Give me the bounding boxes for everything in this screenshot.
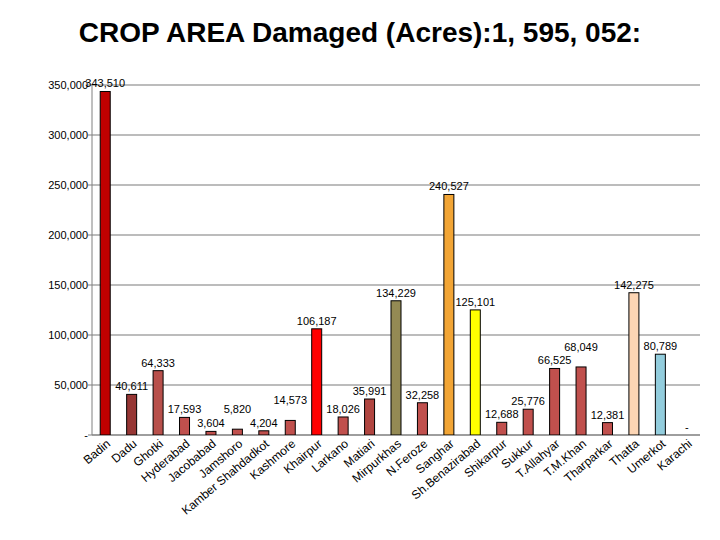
tick-label: 150,000 <box>48 279 88 291</box>
data-label: - <box>685 421 689 433</box>
data-label: 125,101 <box>455 296 495 308</box>
data-label: 25,776 <box>511 395 545 407</box>
bar <box>127 394 137 435</box>
bar <box>312 329 322 435</box>
bar <box>655 354 665 435</box>
bar <box>365 399 375 435</box>
data-label: 35,991 <box>353 385 387 397</box>
data-label: 64,333 <box>141 357 175 369</box>
grid-line <box>92 284 700 286</box>
data-label: 142,275 <box>614 279 654 291</box>
bar <box>259 431 269 435</box>
bar <box>153 371 163 435</box>
bar <box>391 301 401 435</box>
data-label: 3,604 <box>197 417 225 429</box>
bar <box>180 417 190 435</box>
data-label: 68,049 <box>564 341 598 353</box>
grid-line <box>92 134 700 136</box>
data-label: 5,820 <box>224 403 252 415</box>
data-label: 12,381 <box>591 409 625 421</box>
bar <box>338 417 348 435</box>
category-label: Karachi <box>655 437 695 474</box>
grid-line <box>92 184 700 186</box>
grid-line <box>92 84 700 86</box>
data-label: 32,258 <box>406 389 440 401</box>
bar <box>470 310 480 435</box>
data-label: 17,593 <box>168 403 202 415</box>
data-label: 40,611 <box>115 380 148 392</box>
data-label: 14,573 <box>273 394 307 406</box>
bars <box>100 91 665 435</box>
title: CROP AREA Damaged (Acres):1, 595, 052: <box>79 17 641 48</box>
y-axis <box>92 85 93 435</box>
bar <box>523 409 533 435</box>
bar <box>417 403 427 435</box>
tick-label: 250,000 <box>48 179 88 191</box>
tick-label: 50,000 <box>54 379 88 391</box>
tick-label: 300,000 <box>48 129 88 141</box>
bar <box>206 431 216 435</box>
tick <box>88 435 92 436</box>
data-label: 106,187 <box>297 315 337 327</box>
category-label: Tharparkar <box>561 437 615 485</box>
bar <box>576 367 586 435</box>
grid-line <box>92 234 700 236</box>
chart: CROP AREA Damaged (Acres):1, 595, 052: - 5… <box>0 0 720 540</box>
bar <box>550 368 560 435</box>
data-label: 343,510 <box>85 77 125 89</box>
tick <box>88 385 92 386</box>
data-label: 134,229 <box>376 287 416 299</box>
tick-label: 200,000 <box>48 229 88 241</box>
tick <box>88 285 92 286</box>
tick-label: 100,000 <box>48 329 88 341</box>
tick-label: - <box>84 429 88 441</box>
data-label: 80,789 <box>644 340 678 352</box>
bar <box>285 420 295 435</box>
bar <box>497 422 507 435</box>
data-label: 4,204 <box>250 417 278 429</box>
bar <box>232 429 242 435</box>
tick <box>88 235 92 236</box>
bar <box>682 435 692 436</box>
data-label: 240,527 <box>429 180 469 192</box>
category-label: Badin <box>81 437 114 467</box>
bar <box>629 293 639 435</box>
data-label: 66,525 <box>538 354 572 366</box>
tick-label: 350,000 <box>48 79 88 91</box>
data-label: 12,688 <box>485 408 519 420</box>
tick <box>88 335 92 336</box>
bar <box>602 423 612 435</box>
bar <box>100 91 110 435</box>
tick <box>88 185 92 186</box>
data-label: 18,026 <box>326 403 360 415</box>
tick <box>88 135 92 136</box>
bar <box>444 194 454 435</box>
